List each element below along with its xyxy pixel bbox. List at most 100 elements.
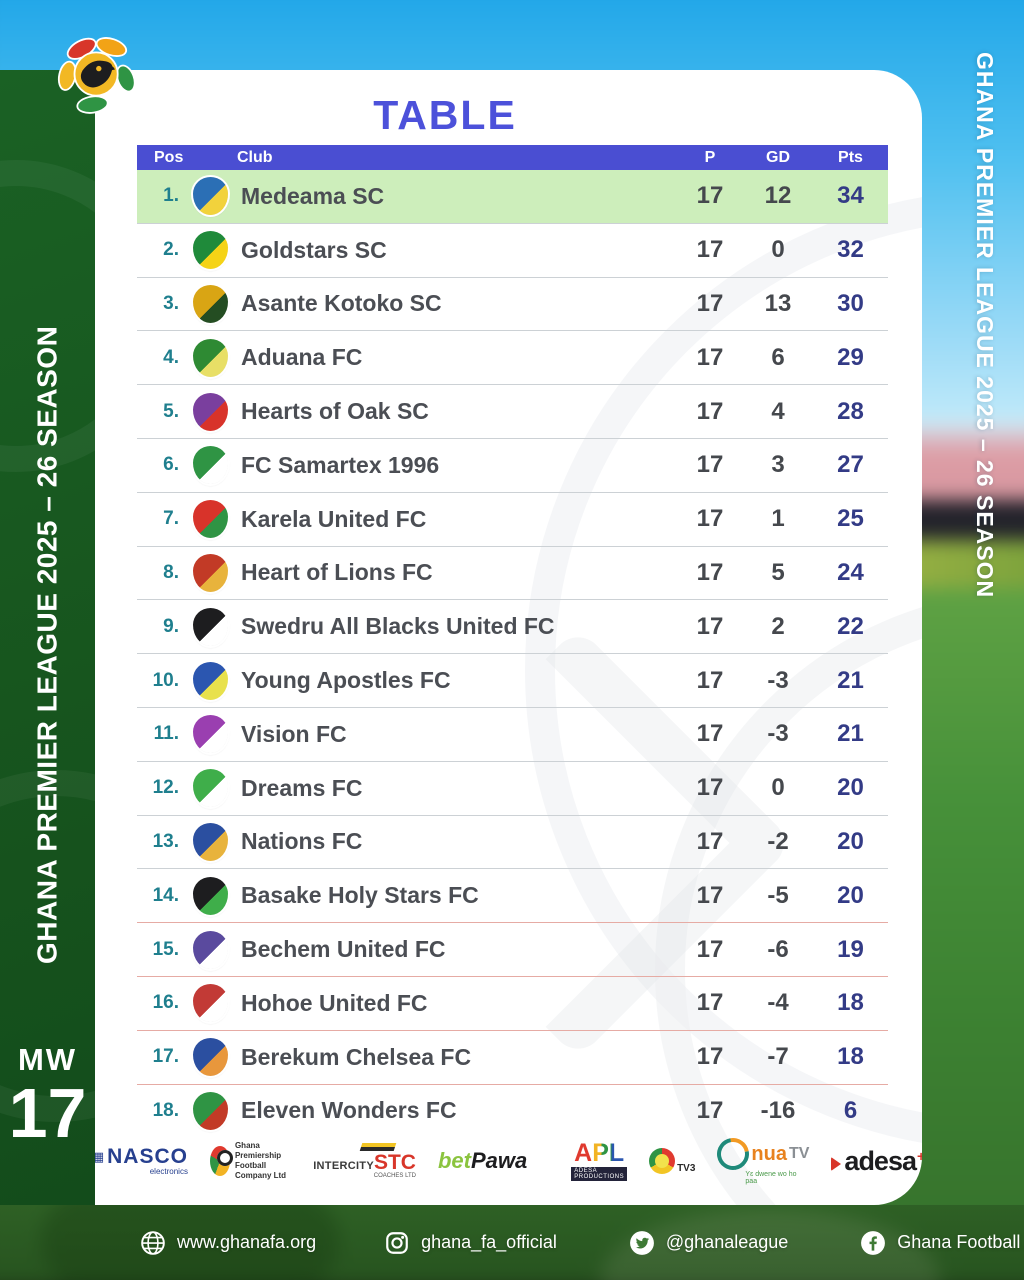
club-crest-logo [192, 930, 228, 969]
table-row: 15. Bechem United FC 17 -6 19 [137, 922, 888, 976]
sponsor-nasco-name: NASCO [107, 1145, 188, 1168]
twitter-icon [629, 1230, 654, 1255]
sponsor-nua-word2: TV [788, 1144, 810, 1162]
club-name: Eleven Wonders FC [241, 1097, 457, 1124]
gpfc-ball-icon [209, 1146, 233, 1176]
points-value: 21 [837, 666, 864, 694]
games-played-value: 17 [696, 397, 724, 425]
position-label: 13. [152, 830, 179, 852]
goal-difference-value: 5 [771, 558, 785, 586]
position-label: 11. [153, 723, 179, 745]
games-played-value: 17 [696, 1096, 724, 1124]
club-crest-cell [183, 607, 237, 646]
goal-difference-value: -3 [767, 666, 789, 694]
club-name: Basake Holy Stars FC [241, 882, 479, 909]
table-row: 7. Karela United FC 17 1 25 [137, 491, 888, 546]
points-value: 25 [837, 505, 864, 533]
club-crest-logo [192, 392, 228, 431]
club-crest-logo [192, 822, 228, 861]
table-row: 13. Nations FC 17 -2 20 [137, 814, 888, 869]
sponsor-stc-word1: INTERCITY [313, 1160, 374, 1172]
sponsor-nasco-logo: ▦ NASCO electronics [95, 1146, 188, 1176]
goal-difference-value: -3 [767, 720, 789, 748]
points-value: 29 [837, 343, 864, 371]
table-row: 8. Heart of Lions FC 17 5 24 [137, 545, 888, 600]
club-crest-cell [183, 500, 237, 539]
sponsor-tv3-name: TV3 [677, 1163, 696, 1174]
club-crest-cell [183, 553, 237, 592]
footer-twitter-label: @ghanaleague [665, 1232, 789, 1252]
games-played-value: 17 [696, 989, 724, 1017]
sponsor-intercity-stc-logo: INTERCITY STC COACHES LTD [313, 1143, 416, 1179]
sponsor-tv3-logo: TV3 [649, 1148, 695, 1174]
table-card: TABLE Pos Club P GD Pts 1. Medeama SC 17… [95, 70, 922, 1205]
points-value: 20 [837, 827, 864, 855]
club-name: Asante Kotoko SC [241, 290, 442, 317]
games-played-value: 17 [696, 935, 724, 963]
club-crest-cell [183, 177, 237, 216]
club-crest-cell [183, 715, 237, 754]
goal-difference-value: -4 [767, 989, 789, 1017]
goal-difference-value: 3 [771, 451, 785, 479]
goal-difference-value: -7 [767, 1043, 789, 1071]
column-header-club: Club [237, 148, 273, 166]
club-crest-logo [192, 553, 228, 592]
sponsor-nua-word1: nua [751, 1142, 787, 1165]
points-value: 34 [837, 182, 864, 210]
column-header-goal-difference: GD [766, 148, 790, 166]
sponsor-nua-sub: Yɛ dwene wo ho paa [745, 1170, 797, 1185]
points-value: 18 [837, 989, 864, 1017]
points-value: 27 [837, 451, 864, 479]
position-label: 15. [152, 938, 179, 960]
points-value: 28 [837, 397, 864, 425]
tv3-circle-icon [649, 1148, 676, 1174]
club-crest-logo [192, 1038, 228, 1077]
footer-social-bar: www.ghanafa.org ghana_fa_official @ghana… [0, 1205, 1024, 1280]
footer-twitter: @ghanaleague [629, 1230, 788, 1256]
sponsor-nua-tv-logo: nua TV Yɛ dwene wo ho paa [711, 1131, 810, 1185]
facebook-icon [861, 1230, 886, 1255]
club-name: Hohoe United FC [241, 989, 428, 1016]
goal-difference-value: 0 [771, 236, 785, 264]
club-name: Hearts of Oak SC [241, 398, 429, 425]
club-crest-logo [192, 500, 228, 539]
club-crest-cell [183, 446, 237, 485]
club-name: Dreams FC [241, 774, 363, 801]
club-name: FC Samartex 1996 [241, 451, 440, 478]
position-label: 2. [163, 239, 179, 261]
table-row: 1. Medeama SC 17 12 34 [137, 170, 888, 223]
club-crest-cell [183, 284, 237, 323]
position-label: 4. [163, 346, 179, 368]
club-crest-cell [183, 769, 237, 808]
club-crest-cell [183, 392, 237, 431]
games-played-value: 17 [696, 774, 724, 802]
games-played-value: 17 [696, 182, 724, 210]
games-played-value: 17 [696, 827, 724, 855]
matchweek-label: MW [17, 1042, 78, 1077]
games-played-value: 17 [696, 1043, 724, 1071]
points-value: 22 [837, 612, 864, 640]
games-played-value: 17 [696, 881, 724, 909]
table-title: TABLE [373, 92, 517, 138]
games-played-value: 17 [696, 289, 724, 317]
column-header-pos: Pos [154, 148, 184, 166]
points-value: 24 [837, 558, 864, 586]
club-crest-cell [183, 661, 237, 700]
club-crest-logo [192, 715, 228, 754]
position-label: 14. [152, 884, 179, 906]
games-played-value: 17 [696, 558, 724, 586]
club-name: Aduana FC [241, 344, 363, 371]
club-name: Bechem United FC [241, 936, 446, 963]
sponsor-gpfc-logo: Ghana Premiership Football Company Ltd [209, 1141, 291, 1181]
ghana-premier-league-logo [57, 37, 136, 114]
position-label: 6. [163, 454, 179, 476]
club-name: Heart of Lions FC [241, 559, 433, 586]
sponsor-gpfc-line1: Ghana Premiership [234, 1141, 282, 1160]
club-crest-logo [192, 607, 228, 646]
sponsor-stc-word2: STC [373, 1151, 416, 1174]
games-played-value: 17 [696, 451, 724, 479]
club-crest-logo [192, 876, 228, 915]
matchweek-block: MW 17 [0, 1042, 95, 1148]
table-body: 1. Medeama SC 17 12 34 2. Goldstars SC 1… [137, 170, 888, 1137]
nasco-grid-icon: ▦ [95, 1149, 105, 1164]
